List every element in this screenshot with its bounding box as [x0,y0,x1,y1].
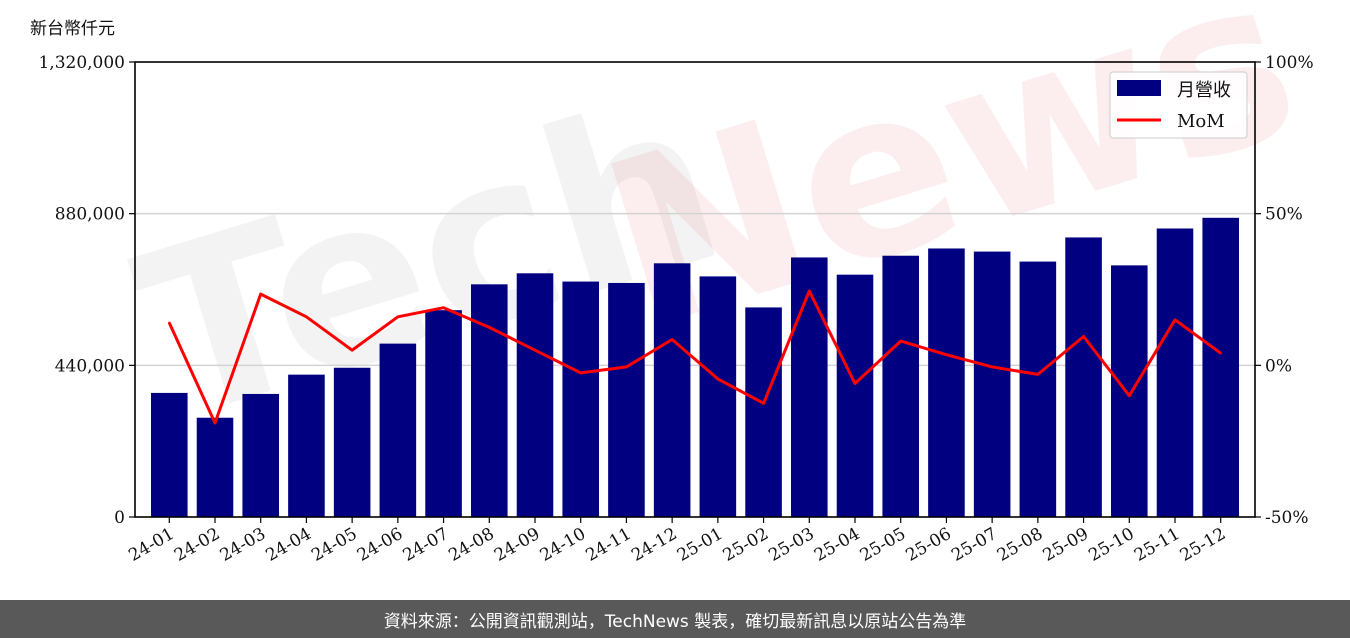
unit-label: 新台幣仟元 [30,19,115,39]
mom-point-25-08 [1036,373,1040,376]
bar-24-06 [379,343,417,517]
mom-line-layer [167,289,1222,425]
x-tick-label-24-03: 24-03 [217,524,269,566]
y-right-tick-label-3: 100% [1265,53,1314,73]
x-tick-label-25-12: 25-12 [1177,524,1229,566]
x-tick-label-25-04: 25-04 [811,524,863,566]
x-tick-label-24-09: 24-09 [491,524,543,566]
y-right-tick-label-0: -50% [1265,508,1309,528]
mom-line [167,289,1222,425]
bar-24-08 [471,284,508,517]
x-tick-label-25-10: 25-10 [1085,524,1137,566]
y-right-tick-label-2: 50% [1265,205,1303,225]
y-right-tick-label-1: 0% [1265,356,1292,376]
x-tick-label-25-08: 25-08 [994,524,1046,566]
x-tick-label-25-05: 25-05 [857,524,909,566]
bar-25-05 [882,255,919,517]
bar-25-02 [745,307,782,517]
bar-25-12 [1202,217,1239,517]
bar-25-08 [1019,261,1057,517]
x-tick-label-24-02: 24-02 [171,524,223,566]
x-tick-label-25-01: 25-01 [674,524,726,566]
mom-point-25-11 [1173,318,1177,322]
mom-point-25-02 [762,402,765,405]
mom-point-24-06 [396,315,400,318]
mom-point-24-08 [488,326,491,329]
x-tick-label-25-11: 25-11 [1131,524,1183,566]
x-tick-label-24-08: 24-08 [445,524,497,566]
bar-25-09 [1065,237,1102,518]
x-tick-label-25-09: 25-09 [1040,524,1092,566]
revenue-chart: Tech News 0440,000880,0001,320,000-50%0%… [30,0,1323,566]
x-tick-label-25-03: 25-03 [765,524,817,566]
mom-point-25-05 [899,339,902,343]
x-tick-label-24-04: 24-04 [262,524,314,566]
mom-point-25-12 [1219,352,1222,355]
mom-point-24-11 [625,365,628,369]
bar-24-03 [242,393,279,517]
y-left-tick-label-3: 1,320,000 [38,53,125,73]
x-tick-label-25-07: 25-07 [948,524,1000,566]
x-tick-label-24-11: 24-11 [582,524,634,566]
legend-bar-swatch [1117,80,1161,96]
x-tick-label-24-06: 24-06 [354,524,406,566]
y-left-tick-label-1: 440,000 [55,356,125,376]
mom-point-24-07 [442,306,445,309]
bar-24-04 [288,374,325,517]
mom-point-25-09 [1082,335,1085,338]
x-tick-label-24-01: 24-01 [125,524,177,566]
bar-24-02 [196,417,234,517]
x-tick-label-25-06: 25-06 [902,524,954,566]
bar-24-01 [151,392,188,517]
footer-source-note: 資料來源：公開資訊觀測站，TechNews 製表，確切最新訊息以原站公告為準 [0,600,1350,638]
bars [151,217,1239,518]
mom-point-24-01 [168,321,171,325]
bar-25-11 [1156,228,1194,517]
bar-24-11 [608,282,645,517]
mom-point-25-10 [1128,394,1131,397]
mom-point-25-07 [990,365,994,369]
bar-25-01 [699,276,737,517]
mom-point-25-03 [808,289,811,293]
mom-point-24-02 [213,421,217,425]
mom-point-24-09 [533,348,537,352]
plot-frame [134,61,1256,518]
x-tick-label-25-02: 25-02 [720,524,772,566]
x-tick-label-24-05: 24-05 [308,524,360,566]
legend: 月營收 MoM [1109,71,1248,139]
bar-25-04 [836,274,874,517]
bar-24-05 [333,367,371,517]
bar-24-10 [562,281,599,517]
bar-24-12 [653,263,691,517]
bar-25-06 [928,248,965,517]
bar-24-07 [425,310,462,517]
legend-label-mom: MoM [1177,111,1225,132]
y-left-tick-label-2: 880,000 [55,205,125,225]
x-tick-label-24-12: 24-12 [628,524,680,566]
bar-25-10 [1111,265,1148,517]
bar-25-03 [791,257,828,517]
mom-point-24-03 [259,292,262,296]
mom-point-25-04 [853,382,857,385]
y-left-tick-label-0: 0 [114,508,125,528]
x-tick-label-24-07: 24-07 [400,524,452,566]
mom-point-24-04 [305,315,308,318]
legend-label-revenue: 月營收 [1177,80,1231,101]
x-tick-label-24-10: 24-10 [537,524,589,566]
mom-point-25-01 [716,377,720,381]
mom-point-24-10 [579,371,582,375]
mom-point-25-06 [945,353,948,356]
mom-point-24-05 [350,348,354,352]
mom-point-24-12 [670,338,674,341]
bar-25-07 [973,251,1011,518]
bar-24-09 [516,273,554,517]
